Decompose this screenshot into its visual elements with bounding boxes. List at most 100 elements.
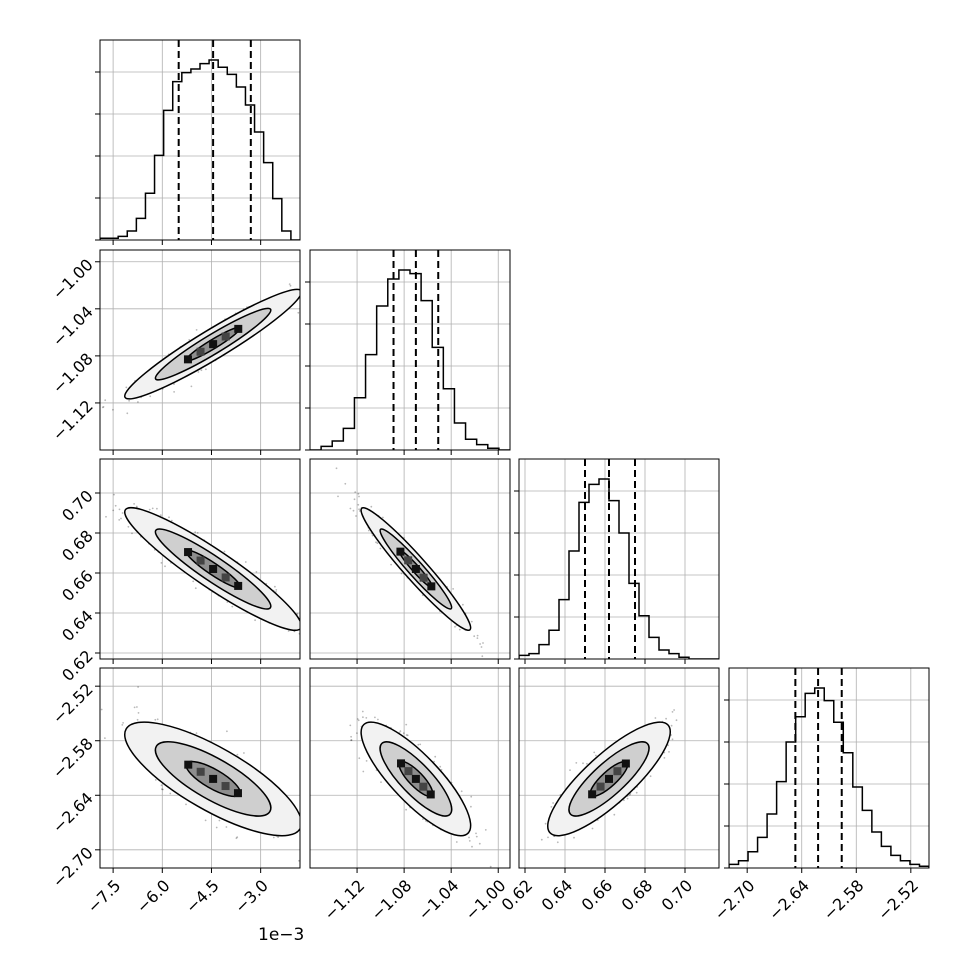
sample-point	[319, 838, 321, 840]
x-tick-label: 0.66	[578, 876, 617, 915]
sample-point	[358, 508, 360, 511]
density-bin	[613, 767, 622, 776]
sample-point	[128, 399, 131, 402]
sample-point	[352, 509, 355, 512]
sample-point	[317, 283, 319, 285]
sample-point	[303, 827, 305, 829]
density-bin	[426, 790, 435, 799]
sample-point	[101, 406, 104, 409]
sample-point	[468, 836, 470, 839]
sample-point	[353, 498, 356, 501]
sample-point	[382, 516, 384, 519]
sample-point	[288, 283, 291, 285]
y-tick-label: −2.64	[49, 789, 97, 837]
sample-point	[104, 399, 107, 402]
sample-point	[358, 495, 360, 498]
sample-point	[671, 711, 674, 713]
sample-point	[593, 751, 596, 754]
sample-point	[355, 515, 357, 517]
sample-point	[422, 818, 424, 820]
sample-point	[121, 724, 124, 726]
panel-frame	[309, 458, 511, 660]
sample-point	[168, 516, 170, 519]
panel-frame	[99, 458, 301, 660]
y-tick-label: 0.62	[58, 646, 97, 685]
density-bin	[209, 565, 218, 573]
x-tick-label: −2.64	[765, 876, 813, 924]
sample-point	[298, 859, 300, 862]
sample-point	[375, 541, 377, 544]
sample-point	[136, 706, 138, 708]
sample-point	[162, 788, 164, 791]
density-bin	[234, 324, 243, 333]
sample-point	[377, 718, 379, 721]
panel-frame	[309, 249, 511, 451]
sample-point	[156, 507, 158, 510]
sample-point	[550, 806, 553, 808]
sample-point	[452, 588, 454, 590]
sample-point	[135, 505, 138, 508]
sample-point	[304, 842, 306, 844]
panel-frame	[99, 39, 301, 241]
sample-point	[417, 743, 420, 746]
scatter-panel	[100, 459, 300, 659]
y-tick-label: −1.04	[49, 302, 97, 350]
sample-point	[218, 819, 221, 822]
sample-point	[406, 734, 409, 737]
histogram-step	[310, 269, 510, 450]
sample-point	[552, 802, 554, 804]
sample-point	[136, 718, 139, 721]
sample-point	[289, 284, 292, 287]
sample-point	[200, 369, 203, 372]
sample-point	[475, 835, 478, 838]
sample-point	[131, 532, 133, 535]
sample-point	[122, 722, 124, 724]
sample-point	[305, 812, 307, 814]
sample-point	[390, 563, 392, 566]
sample-point	[458, 628, 461, 631]
sample-point	[470, 620, 473, 623]
sample-point	[118, 508, 121, 511]
sample-point	[663, 757, 666, 759]
sample-point	[626, 797, 629, 800]
sample-point	[470, 805, 472, 808]
histogram-step	[100, 59, 300, 240]
sample-point	[405, 723, 408, 726]
sample-point	[357, 492, 360, 495]
frames-layer	[95, 39, 930, 873]
histogram-step	[519, 478, 719, 659]
density-bin	[184, 760, 193, 769]
sample-point	[376, 542, 379, 545]
x-tick-label: 0.62	[498, 876, 537, 915]
sample-point	[462, 603, 464, 606]
sample-point	[358, 757, 361, 760]
sample-point	[673, 709, 675, 711]
sample-point	[380, 781, 382, 783]
sample-point	[349, 507, 352, 510]
sample-point	[307, 814, 309, 816]
histogram-panel	[100, 40, 300, 240]
sample-point	[473, 635, 476, 638]
density-bin	[209, 774, 218, 783]
sample-point	[484, 829, 487, 831]
sample-point	[154, 718, 157, 721]
x-tick-label: −1.12	[320, 876, 368, 924]
sample-point	[302, 836, 304, 838]
sample-point	[190, 385, 193, 388]
sample-point	[185, 803, 187, 806]
sample-point	[121, 512, 124, 514]
sample-point	[357, 719, 360, 722]
sample-point	[170, 519, 173, 522]
density-bin	[397, 759, 406, 768]
y-tick-label: −2.70	[49, 843, 97, 891]
density-bin	[411, 565, 420, 573]
sample-point	[628, 794, 631, 796]
x-tick-label: 0.70	[658, 876, 697, 915]
sample-point	[668, 751, 670, 753]
sample-point	[243, 752, 245, 754]
sample-point	[160, 784, 163, 787]
x-tick-label: −1.08	[367, 876, 415, 924]
density-bin	[234, 581, 243, 590]
